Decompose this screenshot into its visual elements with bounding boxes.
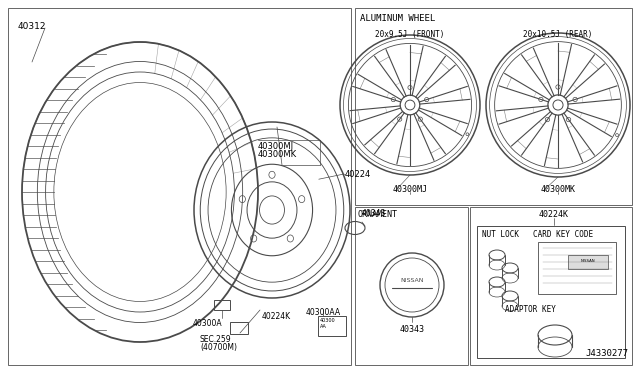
Text: 40300A: 40300A — [192, 319, 222, 328]
Bar — [230, 322, 248, 334]
Text: 40343: 40343 — [362, 209, 387, 218]
Text: 20x9.5J (FRONT): 20x9.5J (FRONT) — [375, 30, 445, 39]
Text: 40224: 40224 — [345, 170, 371, 179]
Text: ORNAMENT: ORNAMENT — [358, 210, 398, 219]
Text: 40300MK: 40300MK — [258, 150, 297, 159]
Text: ALUMINUM WHEEL: ALUMINUM WHEEL — [360, 14, 435, 23]
Text: ADAPTOR KEY: ADAPTOR KEY — [504, 305, 556, 314]
Text: J4330277: J4330277 — [585, 349, 628, 358]
Text: 40300MK: 40300MK — [541, 185, 575, 194]
Text: 40224K: 40224K — [539, 210, 569, 219]
Bar — [477, 226, 625, 358]
Text: 40300: 40300 — [320, 318, 335, 323]
Bar — [355, 207, 468, 365]
Text: CARD KEY CODE: CARD KEY CODE — [533, 230, 593, 239]
Bar — [470, 207, 632, 365]
Bar — [214, 300, 230, 310]
Text: NUT LOCK: NUT LOCK — [482, 230, 519, 239]
Text: 40312: 40312 — [18, 22, 47, 31]
Text: NISSAN: NISSAN — [400, 279, 424, 283]
Bar — [355, 8, 632, 205]
Text: AA: AA — [320, 324, 327, 329]
Text: 40343: 40343 — [399, 325, 424, 334]
Bar — [8, 8, 351, 365]
Text: 40300AA: 40300AA — [306, 308, 341, 317]
Bar — [318, 316, 346, 336]
Text: 20x10.5J (REAR): 20x10.5J (REAR) — [524, 30, 593, 39]
Text: 40300MJ: 40300MJ — [392, 185, 428, 194]
Text: 40224K: 40224K — [262, 312, 291, 321]
Text: 40300MJ: 40300MJ — [258, 142, 294, 151]
Text: SEC.259: SEC.259 — [200, 335, 232, 344]
Bar — [568, 255, 608, 269]
Text: (40700M): (40700M) — [200, 343, 237, 352]
Text: NISSAN: NISSAN — [580, 259, 595, 263]
Bar — [538, 242, 616, 294]
